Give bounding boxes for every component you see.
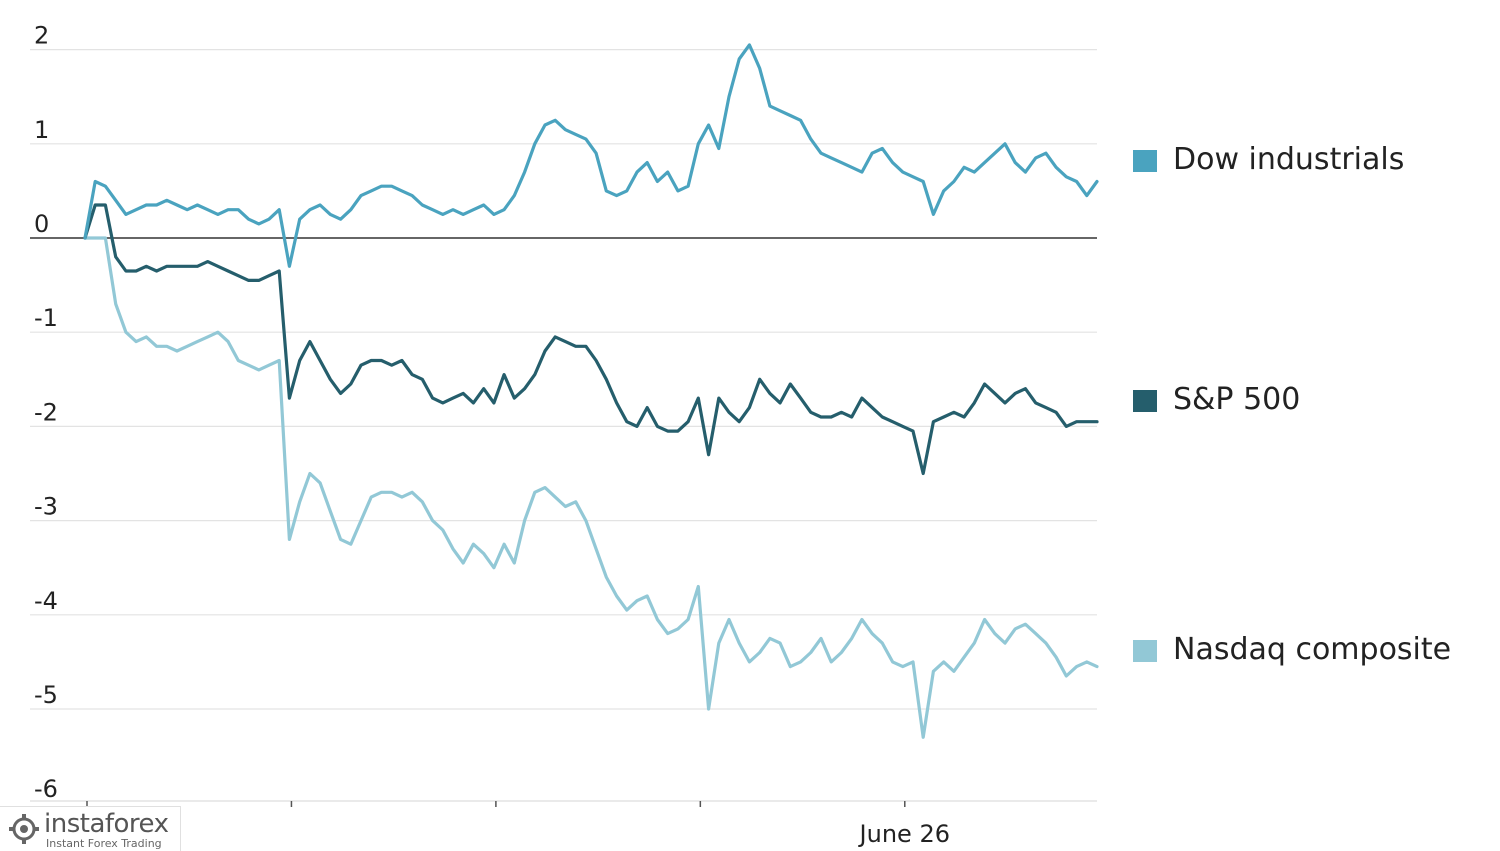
instaforex-logo-text: instaforex [44, 809, 169, 839]
series-line-dow-industrials [83, 43, 1099, 268]
x-axis: June 26 [30, 800, 1097, 848]
y-tick-label: 1 [34, 116, 49, 144]
series-lines [83, 43, 1099, 739]
x-tick-label: June 26 [858, 820, 950, 848]
series-line-nasdaq-composite [83, 236, 1099, 739]
legend-label: Dow industrials [1173, 142, 1404, 177]
legend-swatch [1133, 640, 1157, 662]
instaforex-logo-icon [9, 814, 39, 844]
legend: Dow industrials S&P 500 Nasdaq composite [1133, 142, 1451, 667]
y-tick-label: -4 [34, 587, 58, 615]
instaforex-logo-tagline: Instant Forex Trading [46, 837, 162, 850]
instaforex-watermark: instaforex Instant Forex Trading [0, 806, 181, 851]
legend-swatch [1133, 390, 1157, 412]
y-tick-label: -5 [34, 681, 58, 709]
y-axis-ticks: 2 1 0 -1 -2 -3 -4 -5 -6 [34, 22, 58, 804]
y-tick-label: 0 [34, 210, 49, 238]
y-tick-label: -2 [34, 398, 58, 426]
grid-lines [30, 48, 1097, 710]
y-tick-label: -6 [34, 775, 58, 803]
series-line-s-p-500 [83, 203, 1099, 476]
legend-label: Nasdaq composite [1173, 632, 1451, 667]
legend-swatch [1133, 150, 1157, 172]
y-tick-label: 2 [34, 22, 49, 50]
y-tick-label: -1 [34, 304, 58, 332]
legend-label: S&P 500 [1173, 382, 1300, 417]
y-tick-label: -3 [34, 493, 58, 521]
